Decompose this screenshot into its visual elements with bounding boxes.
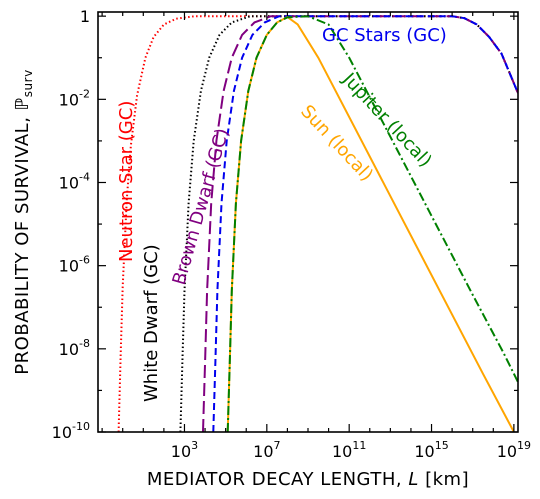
series-line-3: [212, 15, 518, 432]
plot-background: [98, 12, 518, 432]
series-line-5: [226, 15, 518, 432]
x-axis-title: MEDIATOR DECAY LENGTH, L [km]: [147, 469, 469, 490]
curve-label-1: White Dwarf (GC): [141, 244, 162, 402]
y-tick-label: 10-4: [59, 170, 90, 192]
curve-label-3: GC Stars (GC): [322, 25, 447, 46]
y-tick-label: 10-8: [59, 337, 90, 359]
y-tick-label: 10-10: [52, 420, 90, 442]
x-tick-label: 1019: [497, 439, 531, 461]
x-tick-label: 107: [253, 439, 280, 461]
curves-layer: [117, 15, 518, 432]
x-tick-label: 1015: [414, 439, 448, 461]
x-tick-label: 103: [171, 439, 198, 461]
y-tick-label: 10-6: [59, 254, 90, 276]
y-axis-title: PROBABILITY OF SURVIVAL, ℙsurv: [12, 69, 35, 374]
y-tick-label: 1: [80, 7, 90, 26]
series-line-1: [179, 15, 518, 432]
y-tick-label: 10-2: [59, 87, 90, 109]
plot-frame: [97, 11, 519, 433]
x-tick-label: 1011: [332, 439, 366, 461]
ticks-layer: 103 107 1011 1015 1019 1 10-2 10-4 10-6 10-8 10-10: [52, 7, 531, 461]
curve-label-0: Neutron Star (GC): [116, 101, 137, 262]
